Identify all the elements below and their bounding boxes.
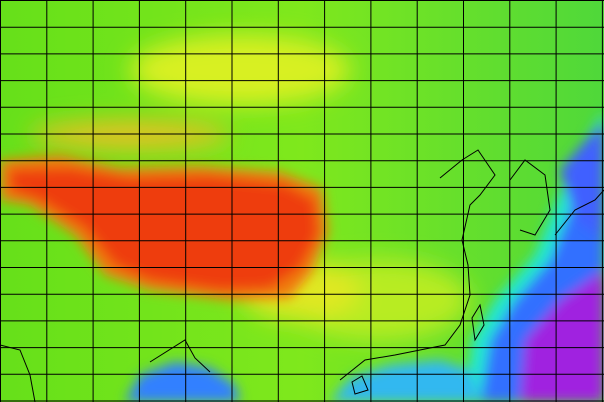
sea-of-japan (560, 120, 604, 240)
seas (125, 110, 604, 402)
coastline-taiwan (471, 303, 485, 342)
ridge-band (30, 121, 230, 149)
plateau-core (10, 168, 318, 290)
coastline-china (339, 149, 496, 381)
south-china-sea (330, 360, 480, 402)
coastline-hainan (351, 375, 369, 395)
coastline-korea (509, 159, 551, 236)
northern-upland (130, 35, 350, 105)
coastline-japan (554, 189, 604, 236)
plateau (0, 155, 328, 300)
bay-of-bengal (125, 362, 240, 402)
coastline-bengal (149, 339, 211, 373)
deep-ocean (520, 270, 604, 402)
